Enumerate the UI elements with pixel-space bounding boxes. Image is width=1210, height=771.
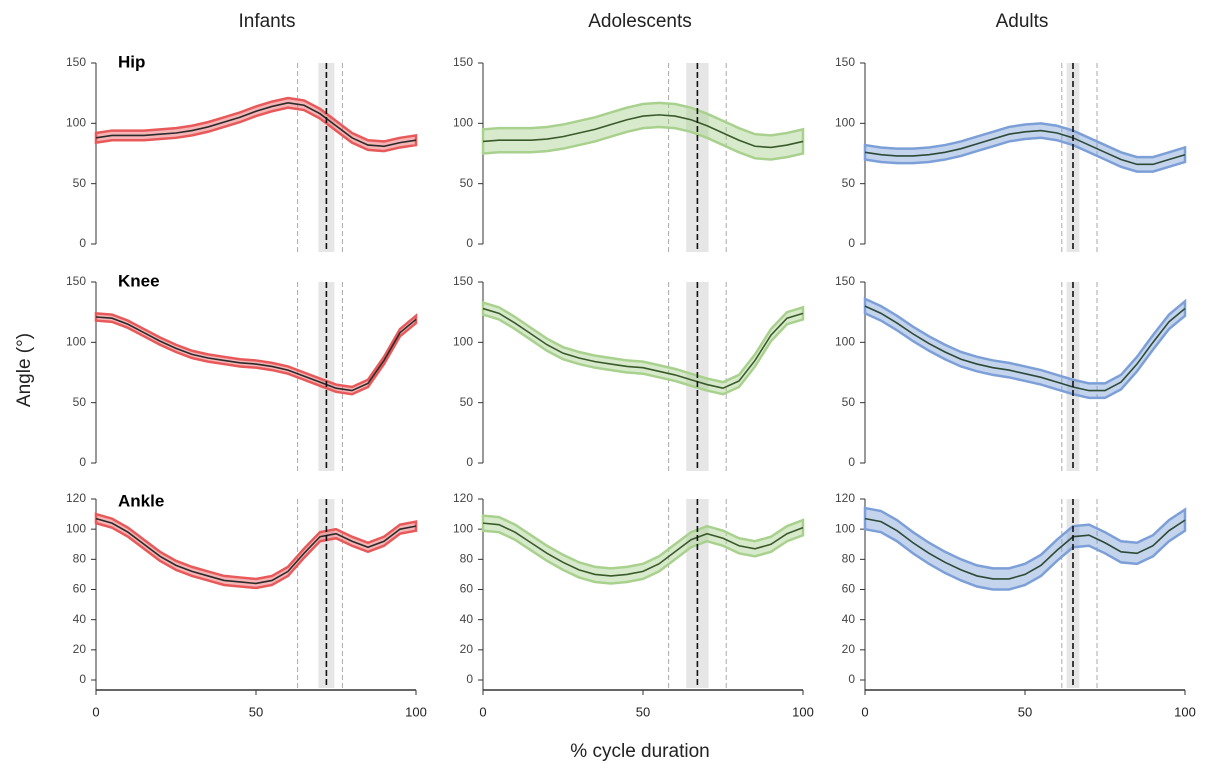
sd-band — [481, 300, 805, 396]
sd-band — [94, 96, 418, 153]
mean-line — [95, 316, 417, 392]
y-tick-label: 150 — [835, 274, 855, 288]
y-tick-label: 150 — [66, 55, 86, 69]
y-tick-label: 60 — [73, 582, 87, 596]
mean-line — [864, 517, 1186, 580]
x-tick-label: 50 — [1018, 704, 1032, 719]
x-tick-label: 100 — [1174, 704, 1196, 719]
x-tick-label: 0 — [479, 704, 486, 719]
x-tick-label: 100 — [792, 704, 814, 719]
sd-band — [481, 101, 805, 161]
y-tick-label: 40 — [460, 612, 474, 626]
row-label: Ankle — [118, 491, 164, 510]
x-tick-label: 0 — [861, 704, 868, 719]
y-tick-label: 80 — [842, 552, 856, 566]
y-tick-label: 0 — [466, 236, 473, 250]
y-tick-label: 60 — [842, 582, 856, 596]
x-axis-label: % cycle duration — [570, 741, 709, 762]
sd-band — [863, 506, 1187, 591]
y-tick-label: 0 — [466, 672, 473, 686]
sd-band — [94, 512, 418, 590]
y-tick-label: 120 — [66, 491, 86, 505]
y-tick-label: 150 — [453, 55, 473, 69]
sd-band — [481, 514, 805, 585]
y-tick-label: 150 — [66, 274, 86, 288]
y-tick-label: 0 — [848, 236, 855, 250]
row-label: Knee — [118, 271, 160, 290]
mean-line — [864, 305, 1186, 392]
row-label: Hip — [118, 52, 145, 71]
y-tick-label: 50 — [842, 176, 856, 190]
mean-line — [95, 102, 417, 148]
y-tick-label: 0 — [848, 672, 855, 686]
y-tick-label: 50 — [842, 395, 856, 409]
y-tick-label: 100 — [66, 335, 86, 349]
y-tick-label: 40 — [842, 612, 856, 626]
sd-band — [863, 122, 1187, 173]
mean-line — [482, 114, 804, 149]
x-tick-label: 50 — [636, 704, 650, 719]
mean-line — [864, 129, 1186, 166]
y-tick-label: 150 — [835, 55, 855, 69]
y-tick-label: 100 — [453, 335, 473, 349]
y-tick-label: 20 — [842, 642, 856, 656]
column-title: Infants — [238, 11, 295, 32]
y-tick-label: 40 — [73, 612, 87, 626]
y-tick-label: 50 — [73, 395, 87, 409]
y-tick-label: 100 — [453, 116, 473, 130]
y-tick-label: 0 — [848, 455, 855, 469]
y-tick-label: 120 — [453, 491, 473, 505]
y-tick-label: 80 — [73, 552, 87, 566]
column-title: Adolescents — [588, 11, 692, 32]
y-tick-label: 0 — [79, 672, 86, 686]
y-tick-label: 60 — [460, 582, 474, 596]
y-axis-label: Angle (°) — [14, 333, 35, 407]
sd-band — [863, 296, 1187, 400]
y-tick-label: 50 — [73, 176, 87, 190]
mean-line — [482, 522, 804, 577]
y-tick-label: 100 — [453, 521, 473, 535]
y-tick-label: 50 — [460, 176, 474, 190]
x-tick-label: 50 — [249, 704, 263, 719]
y-tick-label: 0 — [466, 455, 473, 469]
y-tick-label: 150 — [453, 274, 473, 288]
y-tick-label: 120 — [835, 491, 855, 505]
sd-band — [94, 312, 418, 396]
y-tick-label: 50 — [460, 395, 474, 409]
y-tick-label: 0 — [79, 236, 86, 250]
y-tick-label: 20 — [460, 642, 474, 656]
y-tick-label: 100 — [66, 116, 86, 130]
y-tick-label: 100 — [835, 335, 855, 349]
x-tick-label: 0 — [92, 704, 99, 719]
y-tick-label: 100 — [835, 521, 855, 535]
mean-line — [482, 307, 804, 390]
mean-line — [95, 517, 417, 585]
y-tick-label: 80 — [460, 552, 474, 566]
y-tick-label: 20 — [73, 642, 87, 656]
y-tick-label: 100 — [66, 521, 86, 535]
y-tick-label: 100 — [835, 116, 855, 130]
x-tick-label: 100 — [405, 704, 427, 719]
y-tick-label: 0 — [79, 455, 86, 469]
column-title: Adults — [996, 11, 1049, 32]
